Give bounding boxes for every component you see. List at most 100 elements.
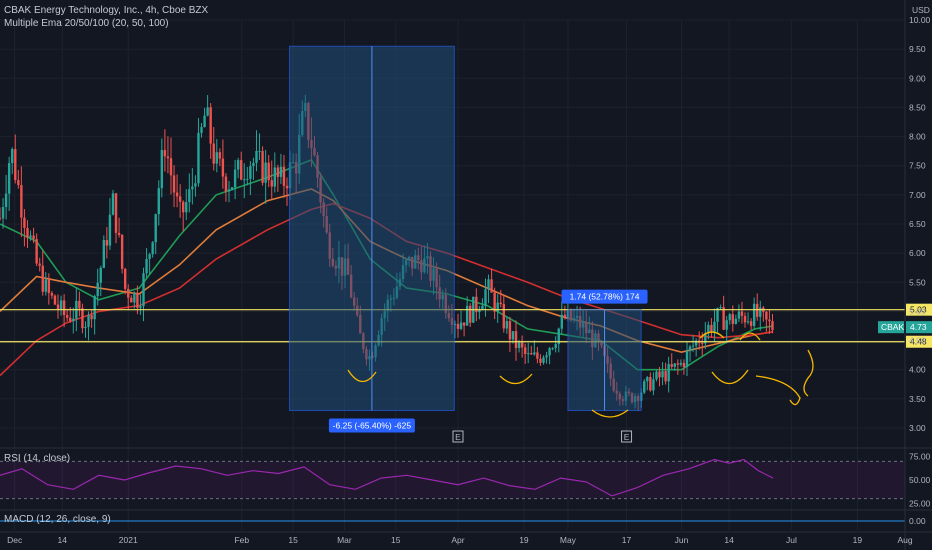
candle-body	[234, 170, 236, 188]
price-tick-label: 3.00	[909, 423, 926, 433]
candle-body	[42, 266, 44, 292]
candle-body	[54, 296, 56, 305]
candle-body	[206, 107, 208, 115]
candle-body	[145, 259, 147, 273]
candle-body	[228, 189, 230, 191]
candle-body	[484, 289, 486, 305]
candle-body	[2, 207, 4, 218]
candle-body	[277, 167, 279, 176]
candle-body	[20, 185, 22, 218]
candle-body	[649, 377, 651, 390]
candle-body	[103, 240, 105, 268]
candle-body	[527, 353, 529, 354]
candle-body	[167, 156, 169, 158]
candle-body	[130, 298, 132, 303]
time-tick-label: 14	[58, 535, 68, 545]
earnings-marker-label: E	[624, 432, 630, 442]
candle-body	[286, 186, 288, 188]
candle-body	[112, 193, 114, 214]
candle-body	[661, 371, 663, 377]
candle-body	[216, 152, 218, 163]
candle-body	[93, 296, 95, 319]
candle-body	[118, 233, 120, 235]
candle-body	[710, 325, 712, 332]
candle-body	[719, 307, 721, 308]
candle-body	[283, 167, 285, 186]
candle-body	[466, 306, 468, 326]
time-tick-label: May	[560, 535, 577, 545]
candle-body	[533, 352, 535, 354]
candle-body	[151, 242, 153, 254]
candle-body	[536, 352, 538, 358]
time-tick-label: 19	[853, 535, 863, 545]
symbol-tag-label: CBAK	[881, 322, 904, 332]
candle-body	[643, 381, 645, 392]
price-tick-label: 9.50	[909, 44, 926, 54]
candle-body	[722, 307, 724, 330]
candle-body	[84, 327, 86, 328]
candle-body	[756, 304, 758, 317]
candle-body	[66, 315, 68, 318]
time-tick-label: 2021	[119, 535, 138, 545]
candle-body	[667, 364, 669, 381]
currency-label: USD	[912, 5, 930, 15]
candle-body	[197, 133, 199, 183]
candle-body	[51, 293, 53, 296]
candle-body	[72, 319, 74, 321]
candle-body	[219, 152, 221, 158]
measure-label: -6.25 (-65.40%) -625	[333, 421, 412, 431]
candle-body	[759, 308, 761, 317]
candle-body	[267, 163, 269, 181]
candle-body	[683, 363, 685, 367]
candle-body	[530, 353, 532, 354]
time-tick-label: 15	[288, 535, 298, 545]
candle-body	[255, 151, 257, 163]
candle-body	[14, 149, 16, 180]
candle-body	[209, 107, 211, 143]
candle-body	[735, 319, 737, 324]
candle-body	[29, 236, 31, 238]
price-tick-label: 8.50	[909, 102, 926, 112]
last-price-tag-label: 4.73	[910, 322, 927, 332]
candle-body	[542, 357, 544, 362]
candle-body	[38, 264, 40, 266]
time-tick-label: Feb	[234, 535, 249, 545]
candle-body	[136, 293, 138, 308]
price-tick-label: 9.00	[909, 73, 926, 83]
candle-body	[677, 363, 679, 364]
chart-title: CBAK Energy Technology, Inc., 4h, Cboe B…	[4, 5, 209, 16]
candle-body	[646, 377, 648, 381]
candle-body	[69, 318, 71, 321]
candle-body	[564, 315, 566, 318]
candle-body	[658, 372, 660, 378]
price-tick-label: 7.00	[909, 190, 926, 200]
candle-body	[771, 321, 773, 330]
candle-body	[271, 180, 273, 186]
candle-body	[521, 343, 523, 348]
price-tick-label: 5.50	[909, 277, 926, 287]
candle-body	[652, 379, 654, 390]
candle-body	[78, 301, 80, 308]
candle-body	[500, 303, 502, 304]
candle-body	[237, 160, 239, 169]
candle-body	[57, 304, 59, 309]
candle-body	[765, 312, 767, 320]
time-tick-label: 19	[519, 535, 529, 545]
price-tick-label: 7.50	[909, 161, 926, 171]
candle-body	[200, 127, 202, 133]
candle-body	[194, 183, 196, 186]
candle-body	[264, 163, 266, 183]
candle-body	[60, 300, 62, 309]
time-tick-label: 15	[391, 535, 401, 545]
candle-body	[191, 187, 193, 190]
candle-body	[506, 321, 508, 328]
candle-body	[469, 306, 471, 323]
time-tick-label: Dec	[7, 535, 23, 545]
candle-body	[109, 215, 111, 246]
candle-body	[81, 308, 83, 328]
candle-body	[729, 314, 731, 320]
candle-body	[524, 347, 526, 354]
candle-body	[148, 254, 150, 259]
price-tick-label: 6.50	[909, 219, 926, 229]
